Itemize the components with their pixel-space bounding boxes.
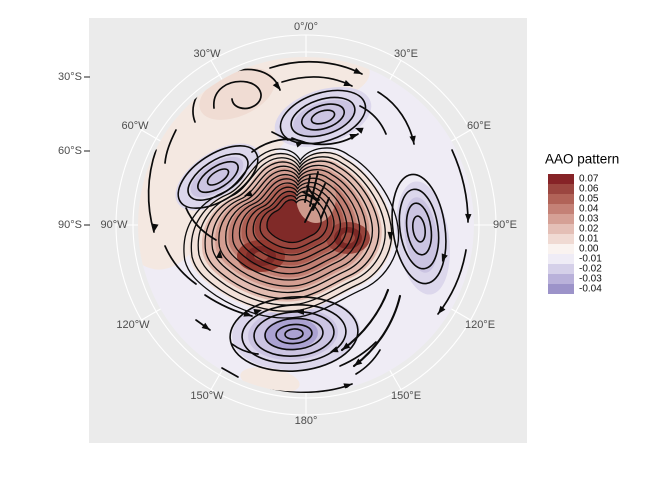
- lon-label-150w: 150°W: [190, 390, 224, 402]
- legend-label-2: 0.05: [579, 193, 599, 205]
- lat-label-60s: 60°S: [58, 145, 82, 157]
- lon-label-30w: 30°W: [193, 48, 221, 60]
- lon-label-30e: 30°E: [394, 48, 418, 60]
- legend-label-5: 0.02: [579, 223, 599, 235]
- lon-label-60e: 60°E: [467, 120, 491, 132]
- streamlines: [147, 60, 472, 393]
- lat-label-30s: 30°S: [58, 71, 82, 83]
- legend-label-3: 0.04: [579, 203, 599, 215]
- lon-label-60w: 60°W: [121, 120, 149, 132]
- lon-label-90e: 90°E: [493, 219, 517, 231]
- positive-anomaly-bands: [189, 151, 394, 314]
- lon-label-0: 0°/0°: [293, 21, 319, 33]
- legend-label-1: 0.06: [579, 183, 599, 195]
- streamline-arrowheads: [152, 67, 472, 390]
- legend-label-8: -0.01: [579, 253, 602, 265]
- legend-label-0: 0.07: [579, 173, 599, 185]
- streamline-loops-vortices: [177, 89, 447, 372]
- lat-label-90s: 90°S: [58, 219, 82, 231]
- lon-label-150e: 150°E: [390, 390, 422, 402]
- legend-label-6: 0.01: [579, 233, 599, 245]
- lon-label-120w: 120°W: [116, 319, 150, 331]
- valley-patch: [296, 171, 336, 223]
- lon-label-180: 180°: [294, 415, 318, 427]
- legend-label-9: -0.02: [579, 263, 602, 275]
- legend-keys: [548, 174, 574, 294]
- legend-title: AAO pattern: [545, 151, 620, 167]
- lon-label-120e: 120°E: [464, 319, 496, 331]
- legend-label-4: 0.03: [579, 213, 599, 225]
- lon-label-90w: 90°W: [100, 219, 128, 231]
- latitude-ticks: [84, 76, 90, 226]
- legend-label-10: -0.03: [579, 273, 602, 285]
- legend-label-7: 0.00: [579, 243, 599, 255]
- legend-label-11: -0.04: [579, 283, 602, 295]
- streamline-scribbles: [302, 171, 330, 223]
